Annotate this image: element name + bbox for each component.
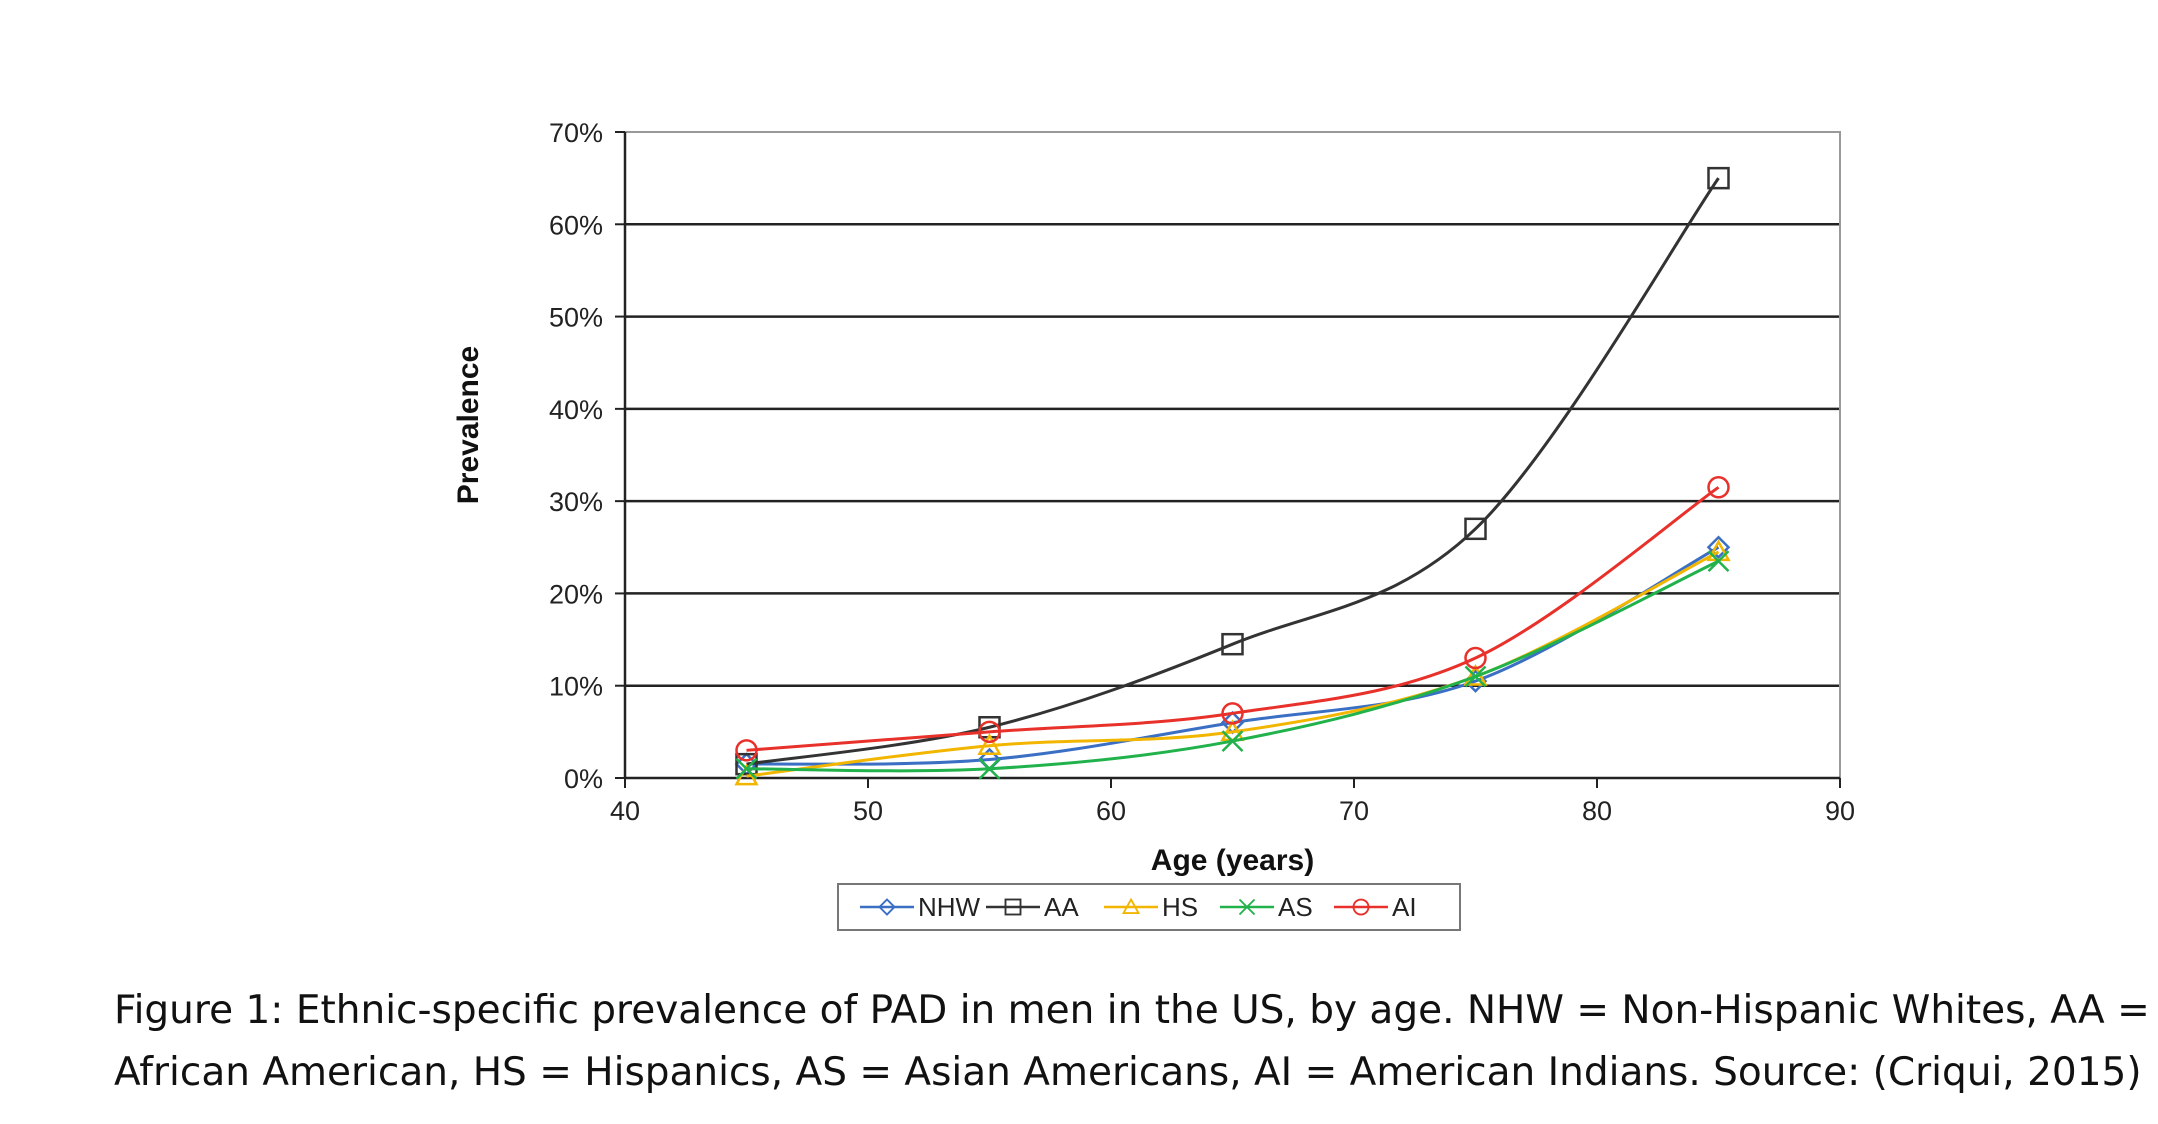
caption-line-1: Figure 1: Ethnic-specific prevalence of …: [114, 988, 2150, 1033]
data-point: [978, 757, 1001, 780]
y-axis-ticks: 0% 10% 20% 30% 40% 50% 60% 70%: [549, 118, 625, 794]
data-point: [1464, 665, 1487, 688]
y-tick-label: 0%: [564, 764, 603, 794]
legend-label: AA: [1044, 892, 1079, 922]
data-point: [735, 752, 758, 776]
legend-swatch-marker: [878, 898, 896, 916]
y-tick-label: 10%: [549, 672, 603, 702]
data-point: [1707, 166, 1730, 190]
legend-item-as: AS: [1220, 892, 1313, 922]
series-line: [746, 550, 1720, 778]
grid-lines: [625, 223, 1840, 687]
caption-line-2: African American, HS = Hispanics, AS = A…: [114, 1050, 2142, 1095]
data-point: [735, 739, 758, 762]
x-tick-label: 40: [610, 796, 640, 826]
data-point: [977, 733, 1002, 755]
data-point: [735, 757, 758, 780]
y-tick-label: 70%: [549, 118, 603, 148]
legend-item-nhw: NHW: [860, 892, 981, 922]
y-tick-label: 40%: [549, 395, 603, 425]
data-point: [978, 720, 1001, 744]
x-tick-label: 80: [1582, 796, 1612, 826]
legend-item-ai: AI: [1334, 892, 1417, 922]
legend-item-hs: HS: [1104, 892, 1198, 922]
series-aa: [735, 166, 1730, 776]
data-point: [1464, 646, 1487, 670]
series-layer: [734, 166, 1731, 786]
series-as: [735, 550, 1730, 780]
data-point: [1221, 632, 1244, 656]
legend-swatch-marker: [1004, 898, 1022, 916]
y-tick-label: 30%: [549, 487, 603, 517]
x-tick-label: 90: [1825, 796, 1855, 826]
plot-area: [624, 131, 1841, 779]
chart: 40 50 60 70 80 90 0% 10% 20% 30% 40% 50% 60% 70% Age…: [452, 118, 1855, 931]
legend-swatch-marker: [1352, 898, 1370, 916]
figure-caption: Figure 1: Ethnic-specific prevalence of …: [114, 980, 2150, 1104]
x-axis-ticks: 40 50 60 70 80 90: [610, 778, 1855, 826]
y-axis-title: Prevalence: [452, 346, 485, 504]
data-point: [1706, 535, 1731, 560]
legend-label: AS: [1278, 892, 1313, 922]
data-point: [1707, 550, 1730, 573]
y-tick-label: 50%: [549, 303, 603, 333]
x-tick-label: 50: [853, 796, 883, 826]
series-ai: [735, 476, 1730, 762]
data-point: [1464, 517, 1487, 541]
legend-label: NHW: [918, 892, 981, 922]
series-line: [746, 486, 1720, 752]
y-tick-label: 60%: [549, 210, 603, 240]
axes: [623, 132, 1840, 780]
legend: NHW AA HS AS AI: [837, 883, 1461, 931]
legend-swatch-marker: [1121, 897, 1141, 914]
legend-label: AI: [1392, 892, 1417, 922]
y-tick-label: 20%: [549, 579, 603, 609]
legend-label: HS: [1162, 892, 1198, 922]
x-tick-label: 70: [1339, 796, 1369, 826]
data-point: [1221, 702, 1244, 725]
x-axis-title: Age (years): [1151, 844, 1314, 877]
legend-item-aa: AA: [986, 892, 1079, 922]
data-point: [1707, 476, 1730, 499]
x-tick-label: 60: [1096, 796, 1126, 826]
series-line: [746, 177, 1720, 766]
data-point: [1221, 730, 1244, 752]
legend-swatch-marker: [1238, 898, 1256, 916]
